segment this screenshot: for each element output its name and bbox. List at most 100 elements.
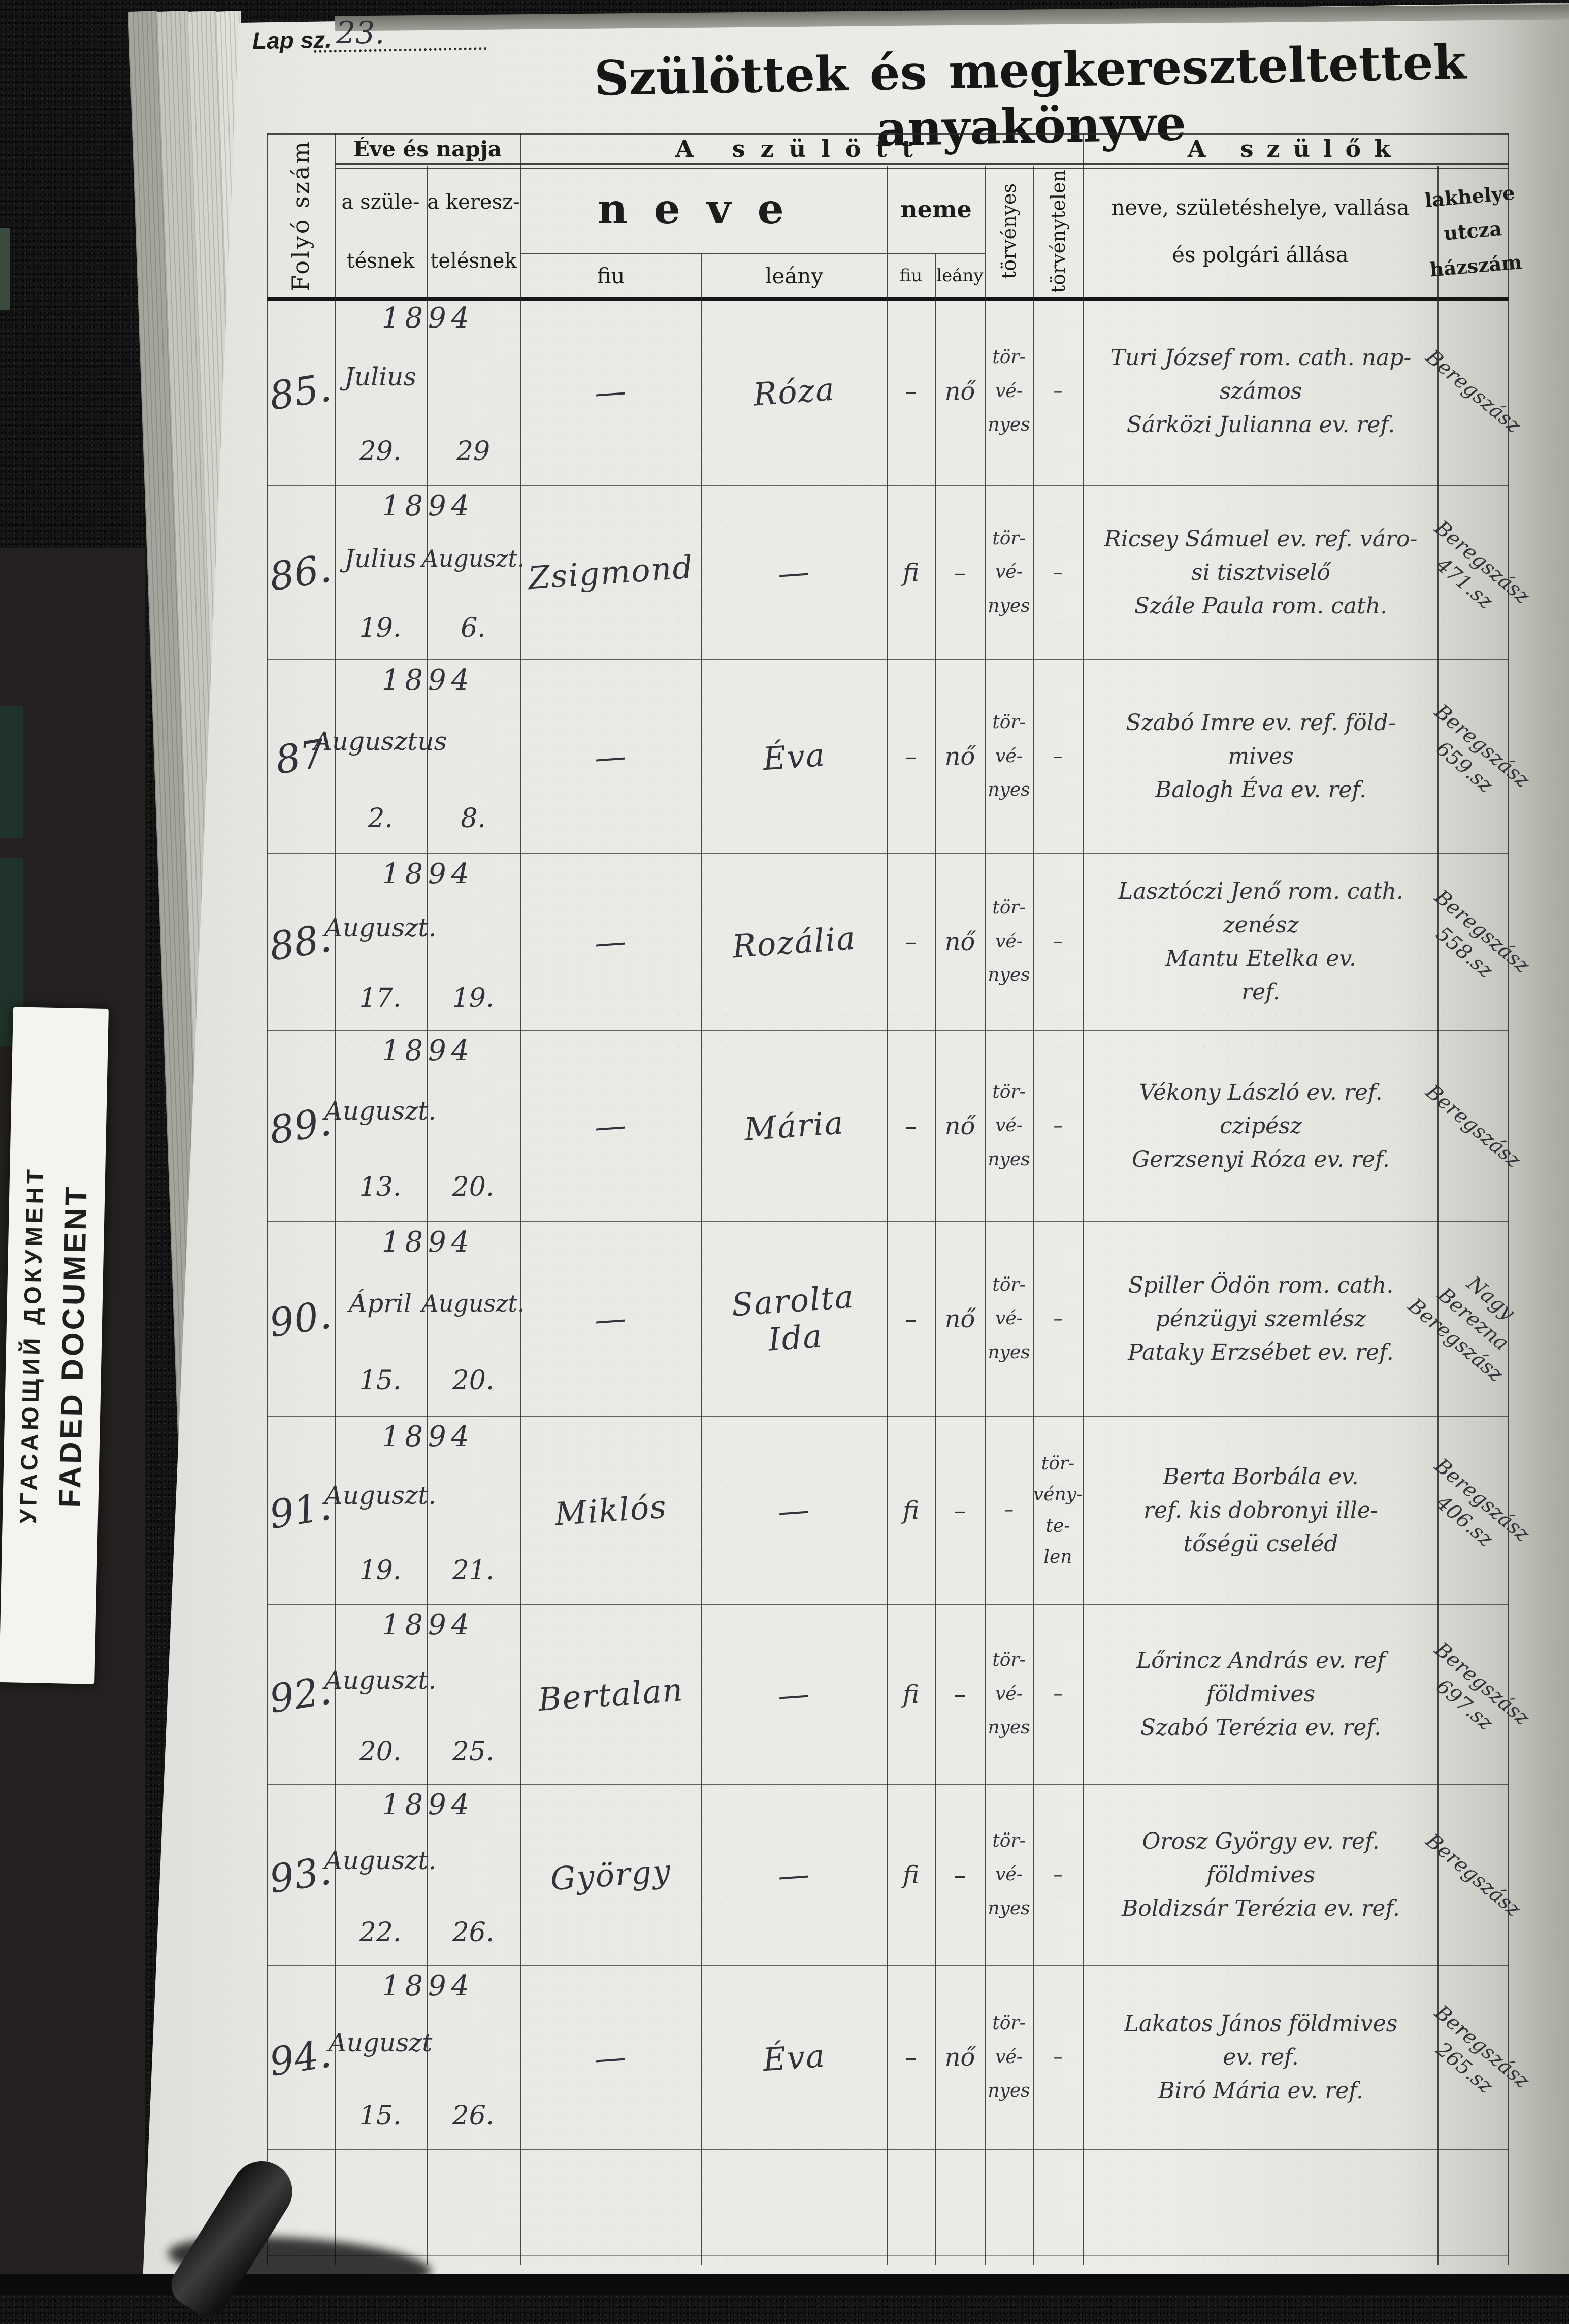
birth-day: 15.	[359, 1365, 402, 1396]
sex-mark-boy: –	[905, 928, 917, 956]
birth-month: Auguszt.	[324, 913, 437, 943]
baptism-month	[428, 1081, 518, 1141]
legitimate-mark: tör- vé- nyes	[988, 897, 1030, 986]
header-double-rule	[335, 163, 1509, 169]
parents-details: Lasztóczi Jenő rom. cath. zenész Mantu E…	[1118, 878, 1403, 1005]
birth-day: 15.	[359, 2101, 402, 2132]
column-header-a-szulok: A szülők	[1187, 135, 1404, 162]
faded-document-english-text: FADED DOCUMENT	[52, 1184, 93, 1508]
column-rule-szulok	[1083, 133, 1084, 2265]
birth-day: 19.	[359, 612, 402, 643]
baptism-day: 26.	[452, 1917, 495, 1948]
residence: Beregszász 471.sz	[1430, 486, 1534, 659]
child-name-girl: Sarolta Ida	[730, 1278, 856, 1358]
residence: Beregszász	[1421, 1785, 1525, 1965]
sex-mark-boy: –	[905, 742, 917, 771]
illegitimate-mark: –	[1053, 2047, 1063, 2068]
column-rule-torvenytelen	[1033, 166, 1034, 2265]
column-header-neme-leany: leány	[936, 266, 984, 286]
child-name-girl: —	[776, 552, 812, 593]
child-name-girl: Mária	[743, 1104, 845, 1148]
register-row: 85. 1894 Julius 29. 29— Róza – nő tör- vé- nyes –…	[266, 298, 1525, 486]
residence: Beregszász 265.sz	[1430, 1966, 1534, 2149]
child-name-girl: —	[776, 1855, 812, 1895]
column-rule-neme-sub	[935, 254, 936, 2265]
birth-year: 1894	[381, 1034, 475, 1067]
column-header-neve: neve	[597, 184, 810, 234]
table-right-rule	[1508, 133, 1509, 2265]
birth-year: 1894	[381, 301, 475, 335]
sex-mark-girl: –	[954, 1680, 966, 1709]
illegitimate-mark: –	[1053, 931, 1063, 953]
row-number: 86.	[266, 545, 334, 600]
illegitimate-mark: –	[1053, 1864, 1063, 1885]
register-row: 87 1894 Augusztus 2. 8. — Éva – nő tör- vé- nyes –…	[267, 660, 1534, 854]
birth-day: 17.	[359, 983, 402, 1013]
birth-year: 1894	[381, 489, 475, 522]
column-header-eve-es-napja: Éve és napja	[353, 136, 502, 161]
baptism-month	[428, 2014, 518, 2072]
illegitimate-mark: –	[1053, 1684, 1063, 1705]
child-name-boy: Bertalan	[537, 1671, 685, 1718]
sex-mark-boy: fi	[902, 1496, 919, 1525]
illegitimate-mark: –	[1053, 746, 1063, 767]
baptism-day: 29	[456, 436, 491, 467]
sex-mark-boy: fi	[902, 1860, 919, 1889]
illegitimate-mark: –	[1053, 1115, 1063, 1136]
birth-month: Auguszt	[328, 2028, 433, 2058]
baptism-month	[428, 1465, 518, 1525]
row-number: 87	[272, 730, 328, 783]
sex-mark-boy: fi	[902, 558, 919, 587]
register-row: 90. 1894 Ápril 15. Auguszt. 20. — Sarolta Ida – n…	[266, 1222, 1519, 1417]
register-row: 94. 1894 Auguszt 15. 26. — Éva – nő tör- vé- nyes…	[266, 1966, 1534, 2150]
page-number-value: 23.	[336, 15, 385, 51]
sex-mark-boy: fi	[902, 1680, 919, 1709]
legitimate-mark: tör- vé- nyes	[988, 2013, 1030, 2102]
baptism-day: 6.	[461, 612, 486, 643]
birth-month: Auguszt.	[324, 1480, 437, 1510]
sex-mark-girl: nő	[944, 1111, 975, 1140]
register-row: 92. 1894 Auguszt. 20. 25. Bertalan — fi – tör- vé…	[266, 1605, 1534, 1785]
residence: Beregszász 697.sz	[1430, 1605, 1534, 1784]
sex-mark-girl: nő	[944, 742, 975, 771]
parents-details: Lőrincz András ev. ref földmives Szabó T…	[1136, 1648, 1386, 1741]
register-table: Folyó szám Éve és napja a szüle- tésnek …	[266, 133, 1534, 2265]
sex-mark-girl: –	[954, 558, 966, 587]
row-number: 91.	[266, 1483, 334, 1537]
sex-mark-girl: –	[954, 1860, 966, 1889]
child-name-girl: —	[776, 1490, 812, 1530]
illegitimate-mark: tör- vény- te- len	[1033, 1453, 1083, 1567]
baptism-month: Auguszt.	[421, 545, 525, 573]
column-header-keresztelesnek: a keresz- telésnek	[427, 190, 520, 273]
row-number: 89.	[266, 1099, 334, 1153]
sex-mark-girl: nő	[944, 928, 975, 956]
row-number: 85.	[266, 364, 334, 419]
baptism-month: Auguszt.	[421, 1290, 525, 1317]
child-name-girl: Éva	[761, 2037, 827, 2078]
baptism-day: 21.	[452, 1555, 495, 1586]
residence: Beregszász 659.sz	[1430, 660, 1534, 853]
column-rule-torvenyes	[985, 166, 986, 2265]
sex-mark-boy: –	[905, 1111, 917, 1140]
baptism-month	[428, 710, 518, 772]
baptism-month	[428, 900, 518, 956]
column-header-neve-leany: leány	[765, 263, 824, 288]
child-name-boy: —	[593, 1299, 629, 1339]
residence: Beregszász 558.sz	[1430, 854, 1534, 1030]
sex-mark-girl: nő	[944, 377, 975, 406]
baptism-day: 25.	[452, 1736, 495, 1767]
illegitimate-mark: –	[1053, 562, 1063, 583]
column-header-neve-fiu: fiu	[597, 263, 625, 288]
legitimate-mark: tör- vé- nyes	[988, 1274, 1030, 1363]
baptism-month	[428, 347, 518, 407]
register-row: 93. 1894 Auguszt. 22. 26. György — fi – tör- vé- …	[266, 1785, 1525, 1966]
baptism-month	[428, 1652, 518, 1709]
child-name-boy: —	[593, 737, 629, 776]
residence: Beregszász	[1421, 298, 1525, 485]
sex-mark-girl: nő	[944, 2043, 975, 2072]
register-row: 86. 1894 Julius 19. Auguszt. 6. Zsigmond — fi – tö…	[266, 486, 1534, 660]
sex-mark-girl: –	[954, 1496, 966, 1525]
birth-month: Julius	[344, 362, 417, 391]
legitimate-mark: tör- vé- nyes	[988, 1830, 1030, 1919]
child-name-boy: —	[593, 2038, 629, 2077]
